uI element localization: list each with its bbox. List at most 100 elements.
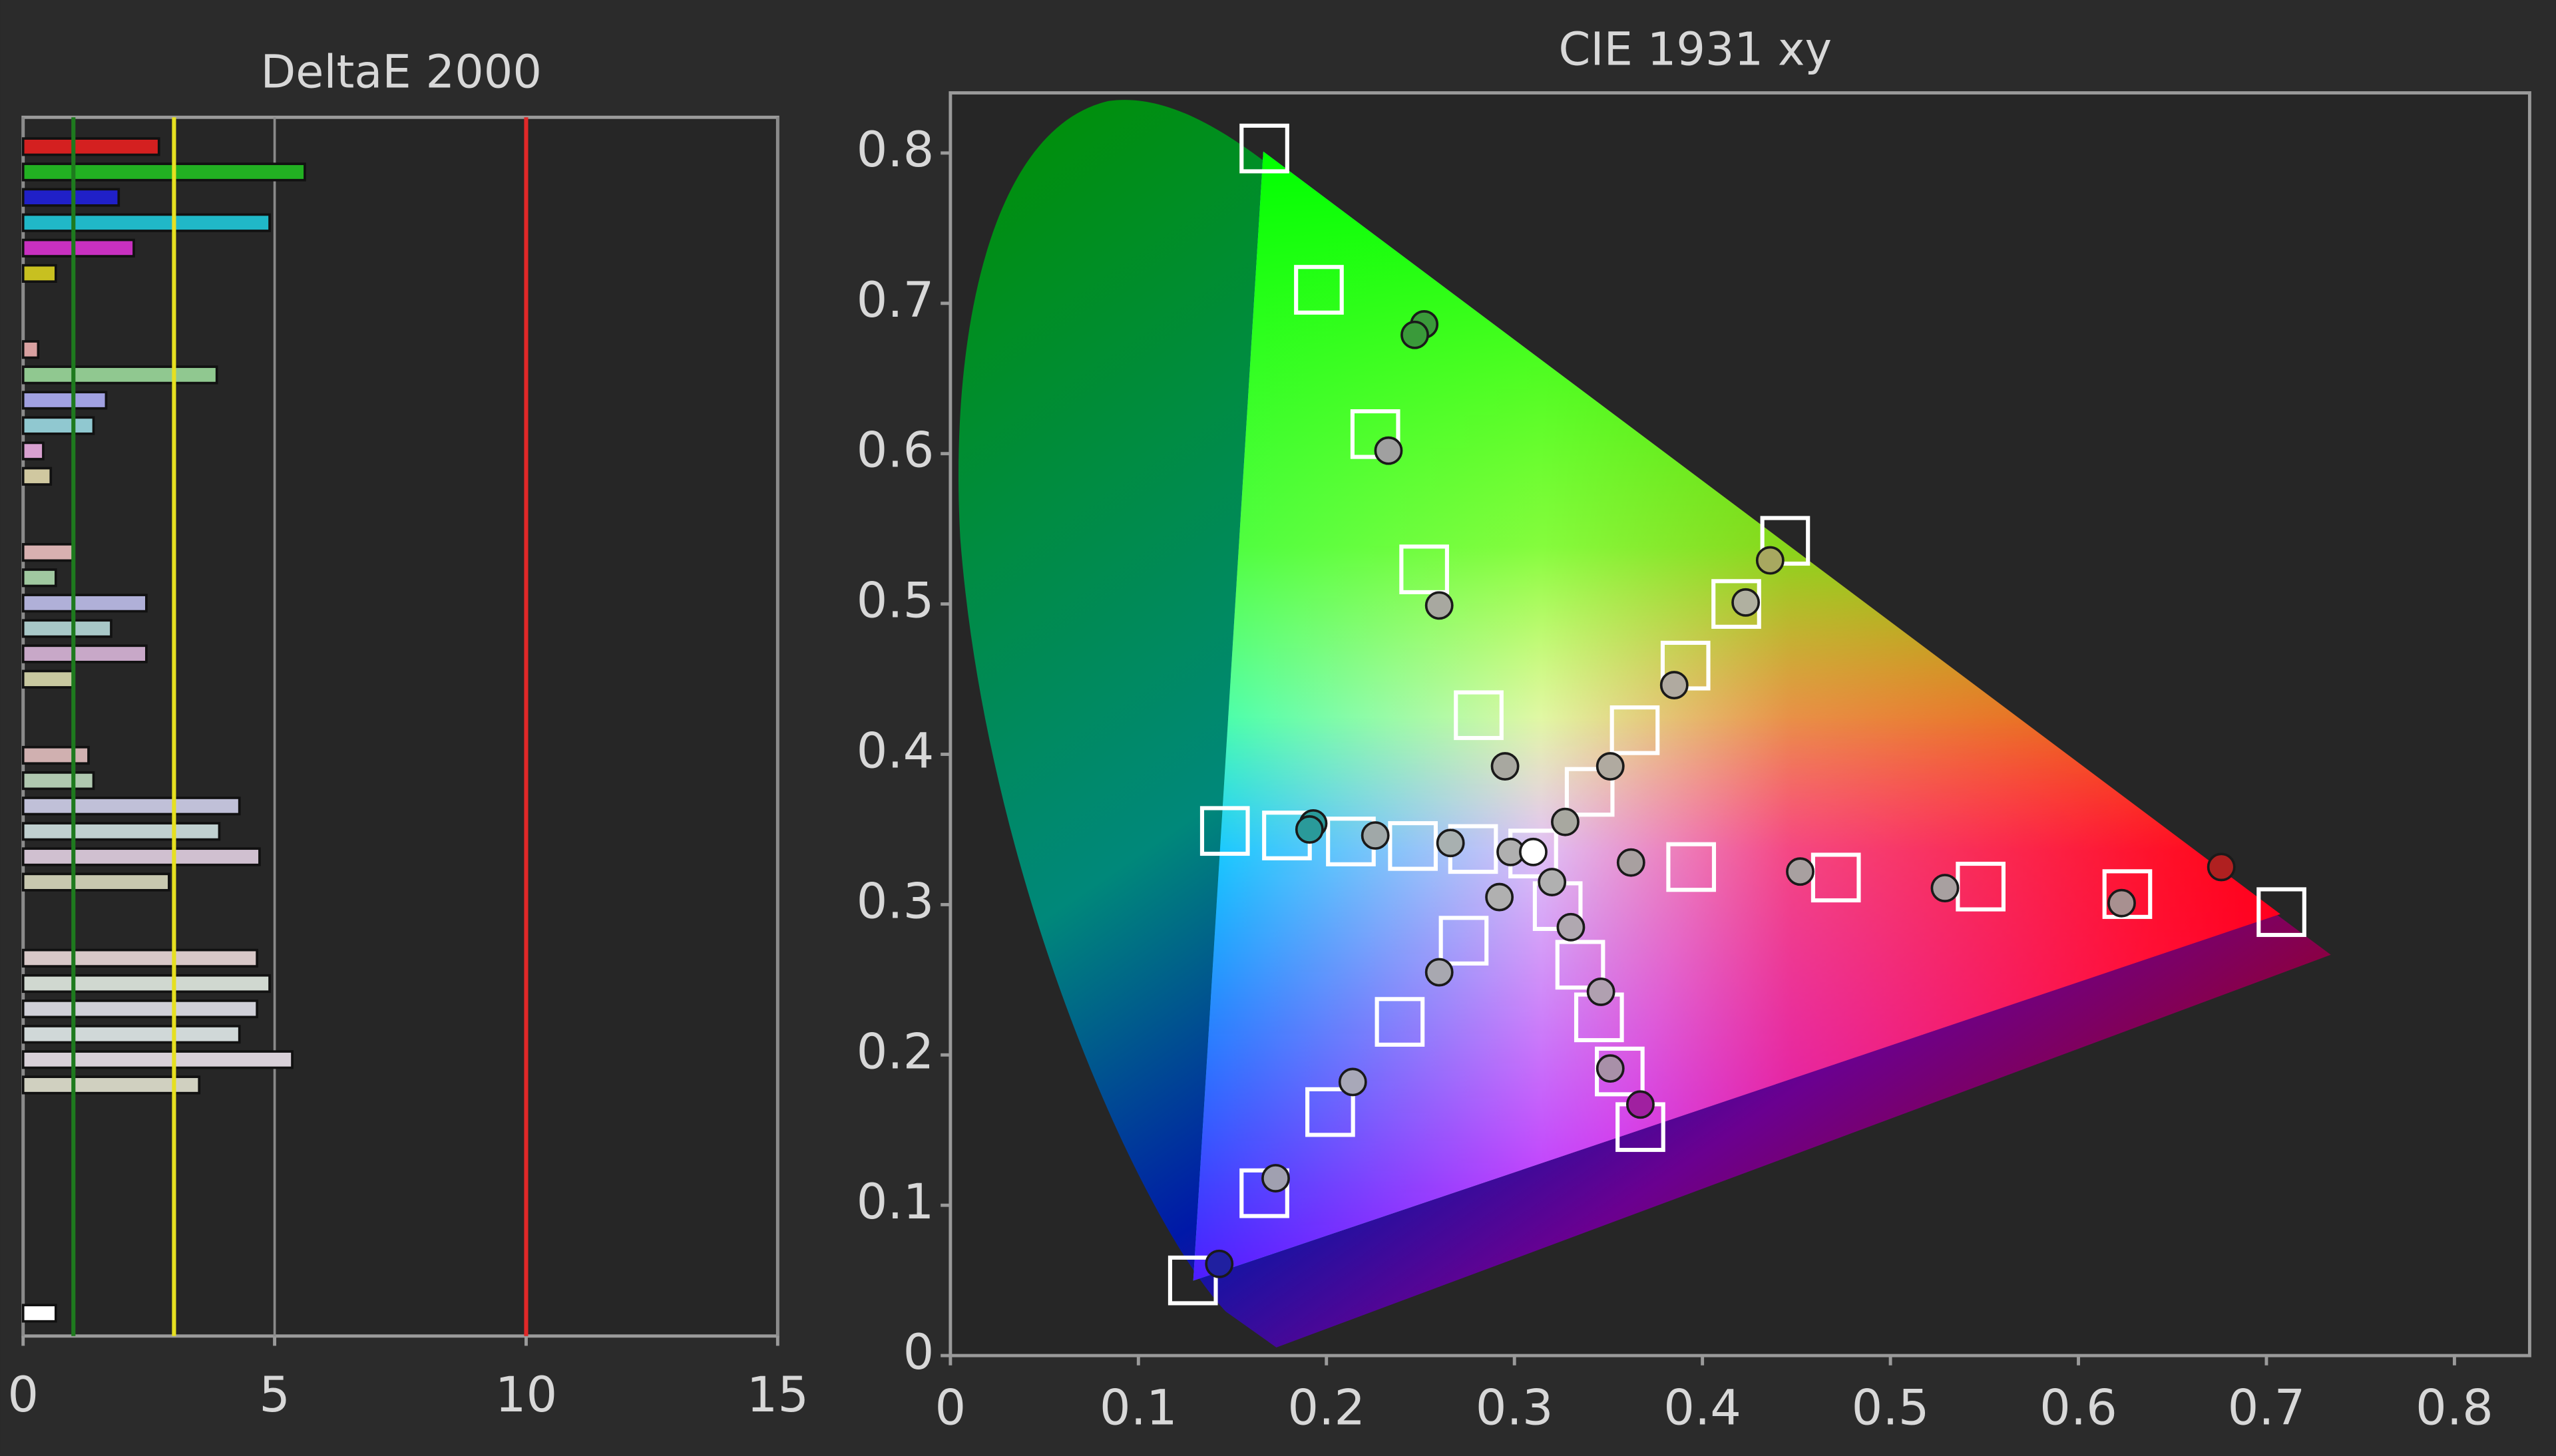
target-marker bbox=[1239, 123, 1289, 174]
bar bbox=[21, 771, 95, 791]
x-tick-label: 0.5 bbox=[1852, 1379, 1930, 1436]
x-tick-label: 5 bbox=[259, 1367, 290, 1423]
target-marker bbox=[1609, 705, 1660, 755]
chart-title: CIE 1931 xy bbox=[1559, 23, 1832, 76]
gamut-triangle-shade bbox=[1193, 151, 2280, 1281]
bar bbox=[21, 416, 95, 435]
bar bbox=[21, 797, 241, 816]
bar bbox=[21, 238, 135, 258]
bar bbox=[21, 822, 221, 841]
measured-marker bbox=[1551, 807, 1580, 836]
bar bbox=[21, 391, 108, 410]
y-tick-label: 0.1 bbox=[857, 1174, 935, 1230]
bar bbox=[21, 466, 53, 486]
chart-title: DeltaE 2000 bbox=[261, 46, 542, 99]
measured-marker bbox=[1295, 815, 1324, 844]
measured-marker bbox=[1400, 320, 1429, 349]
bar bbox=[21, 1025, 241, 1044]
measured-marker bbox=[1556, 912, 1586, 942]
target-marker bbox=[1760, 516, 1810, 566]
x-tick-label: 0 bbox=[935, 1379, 966, 1436]
measured-marker bbox=[1205, 1249, 1234, 1278]
bar bbox=[21, 619, 112, 638]
plot-area bbox=[21, 115, 779, 1338]
x-tick-label: 0.6 bbox=[2039, 1379, 2117, 1436]
target-marker bbox=[1168, 1255, 1218, 1306]
measured-marker bbox=[1424, 591, 1454, 620]
measured-marker bbox=[1374, 436, 1403, 465]
target-marker bbox=[1294, 265, 1344, 315]
bar bbox=[21, 1075, 201, 1095]
x-tick-label: 0.7 bbox=[2228, 1379, 2306, 1436]
measured-marker bbox=[1490, 752, 1520, 781]
measured-marker bbox=[1436, 828, 1465, 858]
target-marker bbox=[1555, 940, 1605, 990]
bar bbox=[21, 1050, 294, 1069]
y-tick-label: 0.3 bbox=[857, 873, 935, 930]
x-tick-label: 0 bbox=[7, 1367, 39, 1423]
y-tick-label: 0 bbox=[903, 1324, 935, 1381]
measured-marker bbox=[2107, 888, 2136, 918]
target-marker bbox=[1666, 842, 1717, 892]
x-tick-label: 0.8 bbox=[2416, 1379, 2493, 1436]
bar bbox=[21, 745, 90, 765]
bar bbox=[21, 264, 57, 283]
target-marker bbox=[1199, 806, 1250, 856]
measured-marker bbox=[1626, 1090, 1655, 1119]
bar bbox=[21, 1304, 57, 1323]
bar bbox=[21, 162, 306, 182]
bar bbox=[21, 644, 148, 663]
x-tick-label: 0.1 bbox=[1100, 1379, 1177, 1436]
y-tick-label: 0.2 bbox=[857, 1023, 935, 1080]
measured-marker bbox=[1519, 837, 1548, 866]
measured-marker bbox=[1930, 874, 1960, 902]
measured-marker bbox=[1596, 1054, 1625, 1083]
measured-marker bbox=[1596, 752, 1625, 781]
target-marker bbox=[1388, 820, 1438, 871]
measured-marker bbox=[1424, 958, 1454, 987]
measured-marker bbox=[1616, 848, 1645, 877]
measured-marker bbox=[1731, 588, 1761, 617]
bar bbox=[21, 872, 170, 892]
bar bbox=[21, 669, 75, 689]
measured-marker bbox=[1485, 882, 1514, 912]
bar bbox=[21, 441, 45, 460]
bar bbox=[21, 137, 160, 156]
target-marker bbox=[1305, 1087, 1355, 1137]
measured-marker bbox=[1786, 857, 1814, 886]
target-marker bbox=[1438, 916, 1489, 966]
y-tick-label: 0.6 bbox=[857, 423, 935, 479]
target-marker bbox=[1454, 690, 1504, 741]
bar bbox=[21, 188, 120, 207]
bar bbox=[21, 594, 148, 613]
target-marker bbox=[1399, 544, 1449, 594]
measured-marker bbox=[1659, 671, 1689, 700]
x-tick-label: 10 bbox=[495, 1367, 557, 1423]
measured-marker bbox=[1261, 1164, 1290, 1192]
target-marker bbox=[2102, 869, 2153, 919]
y-tick-label: 0.5 bbox=[857, 573, 935, 630]
bar bbox=[21, 340, 40, 359]
y-tick-label: 0.7 bbox=[857, 272, 935, 329]
target-marker bbox=[1350, 409, 1400, 459]
x-tick-label: 0.2 bbox=[1287, 1379, 1365, 1436]
measured-marker bbox=[1755, 546, 1785, 575]
measured-marker bbox=[2207, 852, 2236, 882]
measured-marker bbox=[1586, 978, 1615, 1006]
y-tick-label: 0.4 bbox=[857, 723, 935, 780]
target-marker bbox=[1564, 767, 1615, 817]
x-tick-label: 15 bbox=[747, 1367, 809, 1423]
bar bbox=[21, 213, 271, 232]
bar bbox=[21, 543, 75, 562]
measured-marker bbox=[1361, 821, 1390, 850]
bar bbox=[21, 568, 57, 588]
bar bbox=[21, 948, 258, 968]
x-tick-label: 0.3 bbox=[1476, 1379, 1554, 1436]
measured-marker bbox=[1538, 868, 1567, 896]
measured-marker bbox=[1338, 1067, 1367, 1097]
target-marker bbox=[2256, 887, 2306, 938]
bar bbox=[21, 974, 271, 994]
x-tick-label: 0.4 bbox=[1663, 1379, 1741, 1436]
